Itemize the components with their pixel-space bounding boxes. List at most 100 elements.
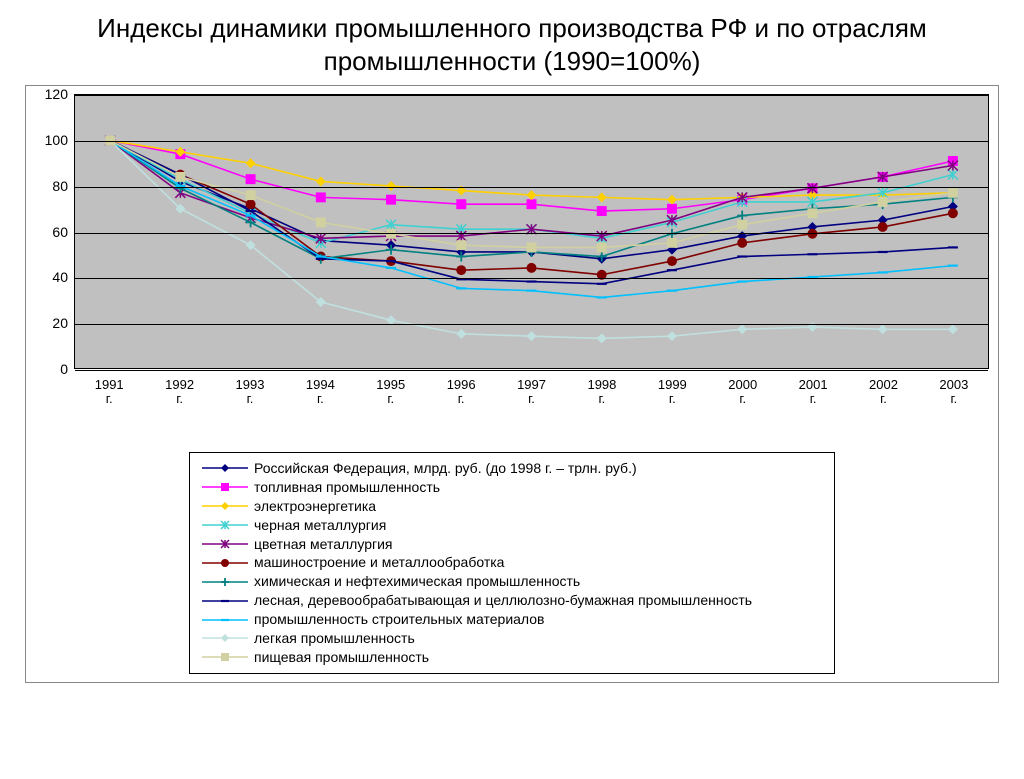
series-marker	[737, 238, 747, 248]
legend-label: легкая промышленность	[254, 629, 415, 648]
legend-row: лесная, деревообрабатывающая и целлюлозн…	[202, 591, 822, 610]
gridline	[75, 370, 988, 371]
gridline	[75, 187, 988, 188]
legend-swatch	[202, 519, 248, 531]
y-tick-label: 120	[45, 86, 68, 102]
y-tick-label: 40	[52, 269, 68, 285]
legend-label: промышленность строительных материалов	[254, 610, 545, 629]
series-marker	[386, 229, 396, 239]
x-tick-label: 2000 г.	[708, 374, 778, 419]
x-tick-label: 2002 г.	[848, 374, 918, 419]
series-marker	[386, 195, 396, 205]
gridline	[75, 233, 988, 234]
series-marker	[667, 256, 677, 266]
plot-wrapper: 020406080100120 1991 г.1992 г.1993 г.199…	[34, 94, 994, 394]
series-marker	[737, 220, 747, 230]
series-marker	[737, 324, 747, 334]
x-tick-label: 1994 г.	[285, 374, 355, 419]
series-marker	[667, 204, 677, 214]
legend-row: промышленность строительных материалов	[202, 610, 822, 629]
series-marker	[878, 324, 888, 334]
legend-label: электроэнергетика	[254, 497, 376, 516]
legend-swatch	[202, 614, 248, 626]
legend-swatch	[202, 557, 248, 569]
x-tick-label: 1996 г.	[426, 374, 496, 419]
series-marker	[597, 206, 607, 216]
chart-container: 020406080100120 1991 г.1992 г.1993 г.199…	[25, 85, 999, 683]
y-tick-label: 80	[52, 178, 68, 194]
legend-row: цветная металлургия	[202, 535, 822, 554]
series-marker	[667, 195, 677, 205]
series-marker	[456, 199, 466, 209]
x-tick-label: 1997 г.	[496, 374, 566, 419]
series-marker	[527, 331, 537, 341]
legend-row: легкая промышленность	[202, 629, 822, 648]
series-marker	[667, 238, 677, 248]
legend-swatch	[202, 595, 248, 607]
series-marker	[246, 190, 256, 200]
series-marker	[316, 217, 326, 227]
x-tick-label: 1991 г.	[74, 374, 144, 419]
legend-label: топливная промышленность	[254, 478, 440, 497]
gridline	[75, 141, 988, 142]
x-axis: 1991 г.1992 г.1993 г.1994 г.1995 г.1996 …	[74, 374, 989, 419]
y-tick-label: 100	[45, 132, 68, 148]
legend-row: Российская Федерация, млрд. руб. (до 199…	[202, 459, 822, 478]
series-marker	[456, 265, 466, 275]
series-marker	[527, 263, 537, 273]
y-tick-label: 0	[60, 361, 68, 377]
legend-label: лесная, деревообрабатывающая и целлюлозн…	[254, 591, 752, 610]
x-tick-label: 2003 г.	[919, 374, 989, 419]
x-tick-label: 2001 г.	[778, 374, 848, 419]
series-marker	[948, 188, 958, 198]
legend-label: Российская Федерация, млрд. руб. (до 199…	[254, 459, 637, 478]
gridline	[75, 278, 988, 279]
x-tick-label: 1992 г.	[144, 374, 214, 419]
legend-label: машиностроение и металлообработка	[254, 553, 504, 572]
legend-label: пищевая промышленность	[254, 648, 429, 667]
series-marker	[246, 174, 256, 184]
gridline	[75, 324, 988, 325]
x-tick-label: 1993 г.	[215, 374, 285, 419]
series-marker	[667, 331, 677, 341]
series-svg	[75, 95, 988, 368]
y-tick-label: 20	[52, 315, 68, 331]
y-tick-label: 60	[52, 224, 68, 240]
legend-row: пищевая промышленность	[202, 648, 822, 667]
legend-swatch	[202, 632, 248, 644]
series-marker	[878, 222, 888, 232]
series-marker	[807, 208, 817, 218]
gridline	[75, 95, 988, 96]
legend-swatch	[202, 462, 248, 474]
legend-swatch	[202, 481, 248, 493]
legend-swatch	[202, 500, 248, 512]
legend-row: химическая и нефтехимическая промышленно…	[202, 572, 822, 591]
legend-label: черная металлургия	[254, 516, 386, 535]
series-marker	[737, 211, 747, 221]
y-axis: 020406080100120	[34, 94, 72, 369]
legend-row: черная металлургия	[202, 516, 822, 535]
series-marker	[316, 192, 326, 202]
legend-swatch	[202, 538, 248, 550]
series-marker	[597, 333, 607, 343]
plot-area	[74, 94, 989, 369]
x-tick-label: 1995 г.	[356, 374, 426, 419]
chart-title: Индексы динамики промышленного производс…	[40, 12, 984, 77]
legend-swatch	[202, 576, 248, 588]
series-marker	[527, 190, 537, 200]
series-line	[110, 141, 953, 339]
series-marker	[597, 242, 607, 252]
legend-row: машиностроение и металлообработка	[202, 553, 822, 572]
legend-row: топливная промышленность	[202, 478, 822, 497]
legend-label: химическая и нефтехимическая промышленно…	[254, 572, 580, 591]
series-marker	[948, 170, 958, 180]
series-line	[110, 141, 953, 298]
series-marker	[527, 199, 537, 209]
series-marker	[456, 329, 466, 339]
series-marker	[667, 229, 677, 239]
series-marker	[316, 176, 326, 186]
series-marker	[246, 199, 256, 209]
series-marker	[807, 229, 817, 239]
legend: Российская Федерация, млрд. руб. (до 199…	[189, 452, 835, 674]
x-tick-label: 1999 г.	[637, 374, 707, 419]
